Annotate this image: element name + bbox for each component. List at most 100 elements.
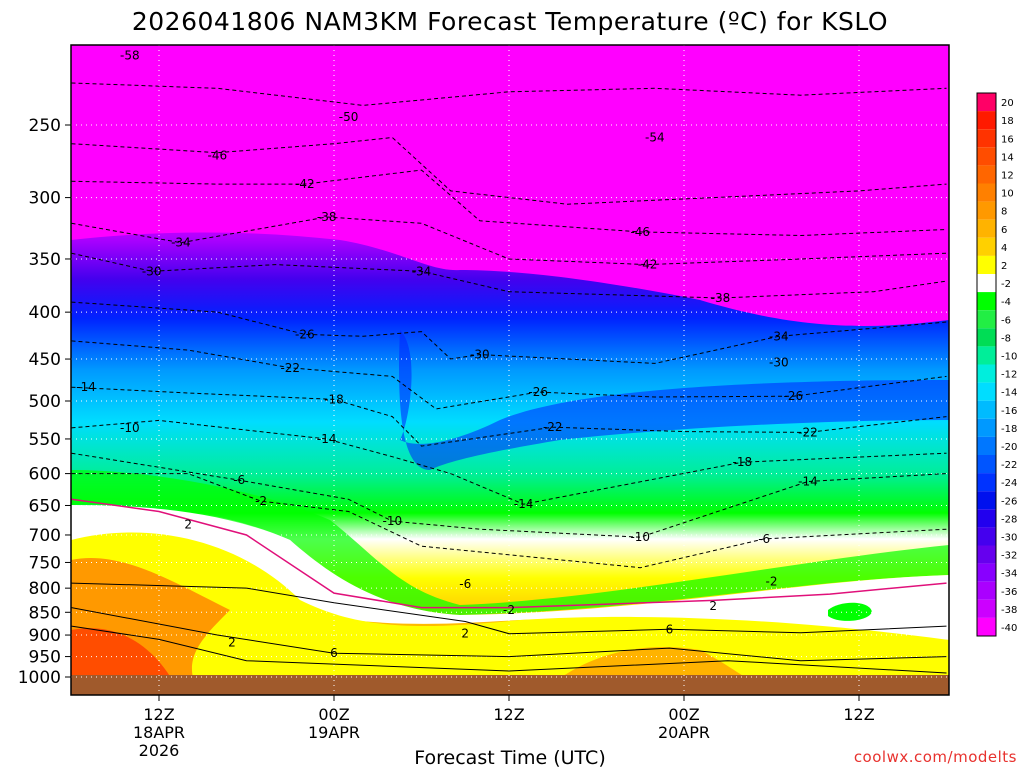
colorbar-swatch (977, 509, 996, 528)
y-tick-label: 650 (29, 496, 61, 516)
x-tick-label: 12Z (143, 705, 174, 724)
colorbar-swatch (977, 129, 996, 148)
colorbar-label: -12 (1001, 370, 1017, 381)
y-tick-label: 700 (29, 526, 61, 546)
y-tick-label: 450 (29, 350, 61, 370)
terrain (71, 675, 949, 695)
x-tick-label: 12Z (493, 705, 524, 724)
colorbar-swatch (977, 382, 996, 401)
x-tick-label: 00Z (318, 705, 349, 724)
contour-label: -22 (280, 361, 300, 375)
y-tick-label: 350 (29, 250, 61, 270)
green-band (71, 470, 949, 615)
colorbar-swatch (977, 328, 996, 347)
contour-label: 2 (184, 518, 192, 532)
colorbar-label: 10 (1001, 189, 1014, 200)
y-tick-label: 950 (29, 648, 61, 668)
colorbar-swatch (977, 418, 996, 437)
isotherms (71, 82, 947, 674)
isotherm-dashed (71, 82, 947, 106)
y-axis: 250 300 350 400 450 500 550 600 650 700 750 800 850 9… (18, 116, 71, 688)
colorbar-label: -20 (1001, 442, 1017, 453)
contour-label: -38 (711, 291, 731, 305)
contour-label: 6 (330, 646, 338, 660)
x-tick-date: 20APR (658, 723, 710, 742)
contour-label: -58 (120, 49, 140, 63)
credit-link[interactable]: coolwx.com/modelts (854, 748, 1017, 766)
contour-label: -22 (543, 420, 563, 434)
colorbar-swatch (977, 545, 996, 564)
colorbar-swatch (977, 346, 996, 365)
isotherm-dashed (71, 136, 947, 205)
isotherm-dashed (71, 386, 947, 447)
plot-area (71, 45, 949, 695)
y-tick-label: 550 (29, 430, 61, 450)
contour-label: 6 (666, 622, 674, 636)
colorbar-label: -26 (1001, 496, 1017, 507)
colorbar-swatch (977, 93, 996, 112)
y-tick-label: 1000 (18, 668, 61, 688)
isotherm-dashed (71, 169, 947, 237)
contour-label: -6 (758, 532, 770, 546)
colorbar-swatch (977, 527, 996, 546)
colorbar-label: -10 (1001, 351, 1017, 362)
contour-label: -2 (766, 575, 778, 589)
colorbar-swatch (977, 165, 996, 184)
contour-label: -30 (769, 356, 789, 370)
contour-label: -6 (233, 473, 245, 487)
colorbar-swatch (977, 310, 996, 329)
chart-title: 2026041806 NAM3KM Forecast Temperature (… (132, 7, 888, 36)
green-cell (828, 602, 872, 621)
y-tick-label: 800 (29, 579, 61, 599)
y-tick-label: 850 (29, 603, 61, 623)
isotherm-dashed (71, 419, 947, 505)
colorbar: 20 18 16 14 12 10 8 6 4 2 -2 -4 -6 -8 -10 -12 -14 -16 -18 -… (976, 92, 1017, 637)
contour-label: -22 (798, 425, 818, 439)
colorbar-label: -30 (1001, 532, 1017, 543)
colorbar-label: 14 (1001, 152, 1014, 163)
y-tick-label: 250 (29, 116, 61, 136)
colorbar-swatch (977, 364, 996, 383)
colorbar-label: -4 (1001, 297, 1011, 308)
y-tick-label: 900 (29, 626, 61, 646)
colorbar-swatch (977, 563, 996, 582)
colorbar-swatch (977, 473, 996, 492)
colorbar-swatch (977, 581, 996, 600)
colorbar-label: -2 (1001, 279, 1011, 290)
upper-magenta-region (71, 45, 949, 326)
x-tick-date: 19APR (308, 723, 360, 742)
contour-label: -18 (324, 392, 344, 406)
isotherm-dashed (71, 473, 947, 569)
contour-label: -26 (295, 327, 315, 341)
contour-label: -26 (784, 389, 804, 403)
x-tick-label: 12Z (843, 705, 874, 724)
contour-label: -50 (339, 110, 359, 124)
x-tick-date: 18APR (133, 723, 185, 742)
contour-label: -46 (208, 149, 228, 163)
contour-label: 2 (709, 599, 717, 613)
isotherm-solid (71, 625, 947, 674)
colorbar-swatch (977, 255, 996, 274)
colorbar-label: -6 (1001, 315, 1011, 326)
colorbar-label: -8 (1001, 333, 1011, 344)
contour-label: -26 (528, 385, 548, 399)
x-tick-year: 2026 (139, 741, 180, 760)
y-tick-label: 600 (29, 465, 61, 485)
y-tick-label: 500 (29, 392, 61, 412)
contour-labels: -58-50-54-46-42-38-46-34-42-30 -34-38-26-… (76, 49, 817, 661)
contour-label: -2 (255, 494, 267, 508)
colorbar-label: -40 (1001, 623, 1017, 634)
colorbar-swatch (977, 599, 996, 618)
colorbar-swatch (977, 237, 996, 256)
y-tick-label: 750 (29, 553, 61, 573)
colorbar-label: 8 (1001, 207, 1007, 218)
y-tick-label: 300 (29, 189, 61, 209)
contour-label: -10 (120, 421, 140, 435)
colorbar-label: 12 (1001, 170, 1014, 181)
colorbar-label: -38 (1001, 605, 1017, 616)
contour-label: -54 (645, 131, 665, 145)
contour-label: -34 (412, 264, 432, 278)
colorbar-label: -32 (1001, 551, 1017, 562)
y-tick-label: 400 (29, 303, 61, 323)
